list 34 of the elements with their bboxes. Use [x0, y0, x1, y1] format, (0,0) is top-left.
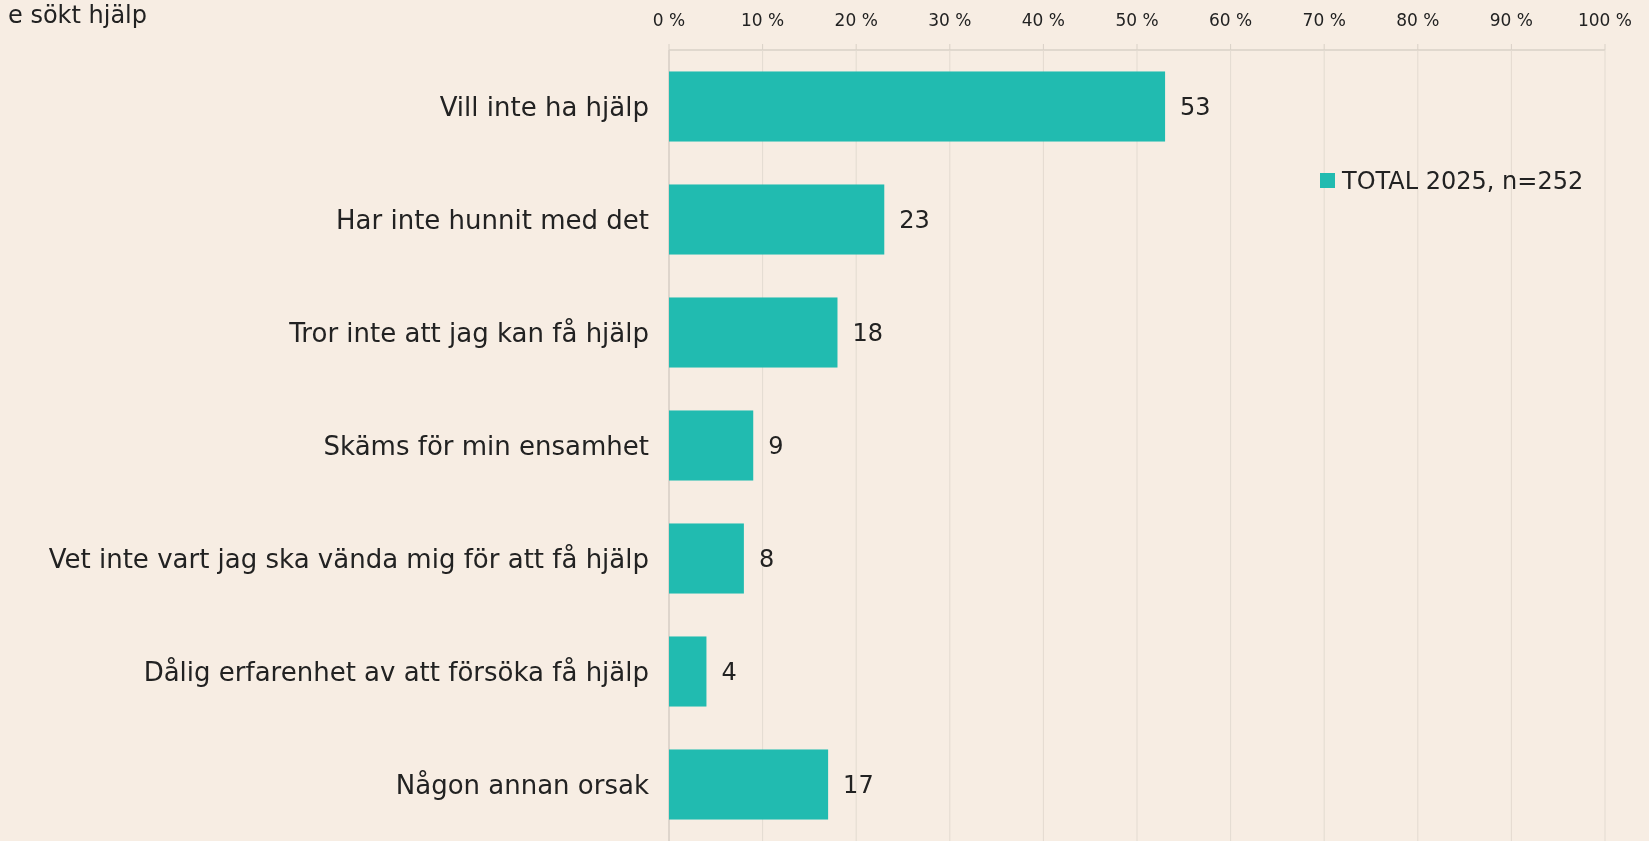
data-label: 23: [899, 205, 930, 234]
x-tick-label: 70 %: [1302, 10, 1346, 30]
x-tick-label: 60 %: [1209, 10, 1253, 30]
y-tick-label: Skäms för min ensamhet: [323, 430, 649, 461]
x-tick-label: 100 %: [1577, 10, 1633, 30]
legend-label: TOTAL 2025, n=252: [1341, 167, 1584, 196]
data-label: 4: [721, 657, 737, 686]
data-label: 18: [852, 318, 884, 347]
bar: [669, 410, 754, 481]
bar: [669, 184, 885, 255]
x-tick-label: 10 %: [741, 10, 785, 30]
data-label: 53: [1180, 92, 1211, 121]
data-label: 8: [758, 544, 775, 573]
x-tick-label: 80 %: [1396, 10, 1440, 30]
y-tick-label: Tror inte att jag kan få hjälp: [288, 317, 649, 348]
bar: [669, 636, 707, 707]
data-label: 9: [768, 431, 784, 460]
y-tick-label: Har inte hunnit med det: [336, 204, 649, 235]
y-tick-label: Någon annan orsak: [395, 769, 649, 800]
x-tick-label: 20 %: [834, 10, 878, 30]
y-tick-label: Vet inte vart jag ska vända mig för att få hjälp: [48, 543, 649, 574]
x-tick-label: 30 %: [928, 10, 972, 30]
x-tick-label: 0 %: [652, 10, 686, 30]
data-label: 17: [843, 770, 874, 799]
text: e sökt hjälp: [8, 1, 148, 30]
x-tick-label: 50 %: [1115, 10, 1159, 30]
bar: [669, 297, 838, 368]
x-tick-label: 90 %: [1489, 10, 1533, 30]
bar: [669, 749, 829, 820]
y-tick-label: Vill inte ha hjälp: [439, 91, 649, 122]
x-tick-label: 40 %: [1021, 10, 1065, 30]
bar: [669, 523, 744, 594]
y-tick-label: Dålig erfarenhet av att försöka få hjälp: [143, 656, 649, 687]
bar: [669, 71, 1166, 142]
